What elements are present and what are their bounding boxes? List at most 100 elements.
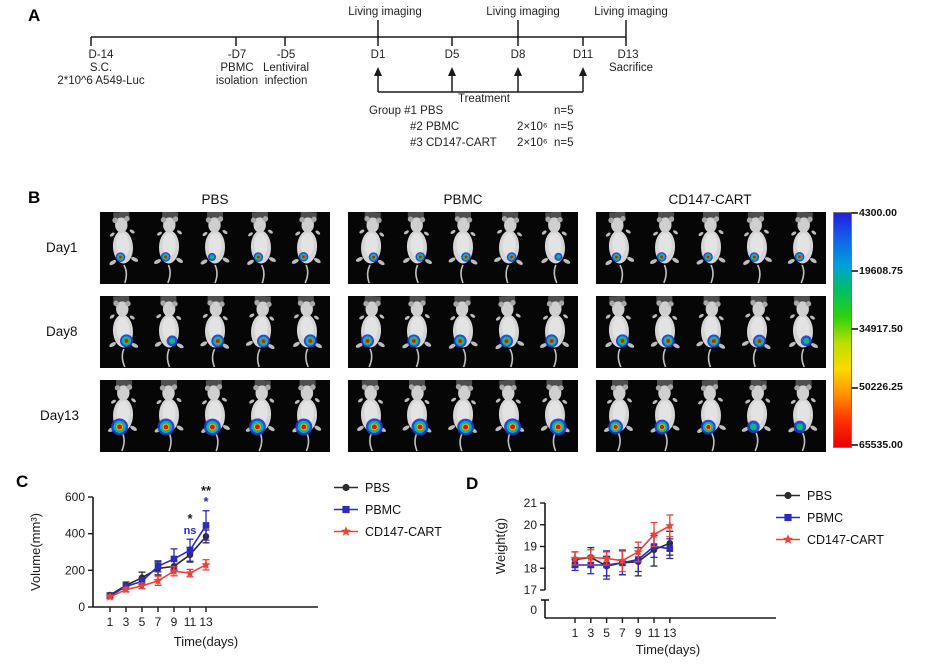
mouse-image <box>532 296 578 368</box>
svg-text:20: 20 <box>524 518 538 532</box>
mouse-image <box>596 296 642 368</box>
mouse-image <box>394 212 440 284</box>
colorbar-tick <box>851 212 858 214</box>
svg-text:7: 7 <box>155 615 162 629</box>
mouse-image <box>780 380 826 452</box>
tick-d7: -D7 <box>227 49 247 61</box>
legend-item-CD147-CART: CD147-CART <box>776 532 884 547</box>
tick-d14-line3: 2*10^6 A549-Luc <box>57 75 145 87</box>
living-imaging-label-3: Living imaging <box>594 6 668 18</box>
legend-label: PBMC <box>807 510 844 525</box>
tick-d14-line2: S.C. <box>89 62 113 74</box>
mouse-image <box>440 296 486 368</box>
mouse-image <box>238 296 284 368</box>
row-label-day8: Day8 <box>46 324 78 339</box>
mouse-image <box>642 380 688 452</box>
mouse-image <box>440 212 486 284</box>
circle-marker-icon <box>334 483 358 492</box>
mouse-image <box>284 296 330 368</box>
group-row-1-n: n=5 <box>554 105 574 117</box>
mouse-image <box>688 296 734 368</box>
significance-annotation: * <box>203 494 209 509</box>
legend-item-PBMC: PBMC <box>776 510 884 525</box>
svg-text:3: 3 <box>123 615 130 629</box>
colorbar-label-2: 19608.75 <box>859 265 903 277</box>
square-marker-icon <box>776 513 800 522</box>
mouse-image <box>688 212 734 284</box>
square-marker-icon <box>334 505 358 514</box>
panel-c-label: C <box>16 472 29 491</box>
mouse-image <box>486 212 532 284</box>
mouse-image <box>192 212 238 284</box>
colorbar-tick <box>851 444 858 446</box>
group-row-2-name: #2 PBMC <box>410 121 460 133</box>
row-label-day13: Day13 <box>40 408 80 423</box>
colorbar-tick <box>851 328 858 330</box>
group-row-3-name: #3 CD147-CART <box>410 137 497 149</box>
legend-label: CD147-CART <box>807 532 884 547</box>
mouse-image <box>238 380 284 452</box>
svg-text:Time(days): Time(days) <box>636 642 701 657</box>
legend-item-CD147-CART: CD147-CART <box>334 525 442 539</box>
tick-day1: D1 <box>370 49 386 61</box>
mice-image-grid <box>100 212 826 452</box>
svg-text:Weight(g): Weight(g) <box>493 518 508 574</box>
column-header-pbs: PBS <box>201 192 229 207</box>
mouse-image <box>394 296 440 368</box>
svg-text:1: 1 <box>572 626 579 640</box>
mouse-image <box>100 212 146 284</box>
mouse-image <box>688 380 734 452</box>
star-marker-icon <box>776 534 800 544</box>
timeline-diagram <box>90 20 627 93</box>
series-CD147-CART <box>105 559 211 601</box>
colorbar-tick <box>851 387 858 389</box>
mouse-image <box>348 296 394 368</box>
mouse-image <box>146 212 192 284</box>
svg-text:400: 400 <box>65 527 85 541</box>
colorbar-label-3: 34917.50 <box>859 323 903 335</box>
mouse-image <box>348 212 394 284</box>
volume-chart-legend: PBS PBMC CD147-CART <box>334 481 442 539</box>
column-header-pbmc: PBMC <box>443 192 483 207</box>
legend-item-PBMC: PBMC <box>334 502 442 517</box>
svg-text:9: 9 <box>635 626 642 640</box>
svg-text:17: 17 <box>524 583 538 597</box>
svg-text:11: 11 <box>184 615 197 629</box>
svg-text:11: 11 <box>648 626 661 640</box>
legend-label: PBMC <box>365 502 402 517</box>
tick-d5-line3: infection <box>264 75 308 87</box>
group-row-2-dose: 2×10⁶ <box>517 121 548 133</box>
legend-item-PBS: PBS <box>776 488 884 503</box>
weight-chart-legend: PBS PBMC CD147-CART <box>776 488 884 547</box>
svg-text:200: 200 <box>65 563 85 577</box>
panel-b-label: B <box>28 188 41 207</box>
mouse-image <box>532 212 578 284</box>
mouse-image <box>284 380 330 452</box>
series-CD147-CART <box>570 514 675 573</box>
mouse-image <box>284 212 330 284</box>
svg-text:5: 5 <box>603 626 610 640</box>
colorbar-label-min: 4300.00 <box>859 207 897 219</box>
mice-panel-CD147-CART-Day13 <box>596 380 826 452</box>
svg-text:13: 13 <box>199 615 213 629</box>
mouse-image <box>440 380 486 452</box>
mice-panel-PBMC-Day8 <box>348 296 578 368</box>
mouse-image <box>734 380 780 452</box>
mouse-image <box>100 380 146 452</box>
mouse-image <box>734 212 780 284</box>
svg-text:Time(days): Time(days) <box>174 634 239 649</box>
living-imaging-label-2: Living imaging <box>486 6 560 18</box>
mice-panel-PBMC-Day1 <box>348 212 578 284</box>
legend-label: PBS <box>807 488 833 503</box>
mouse-image <box>642 296 688 368</box>
group-row-2-n: n=5 <box>554 121 574 133</box>
tick-d7-line2: PBMC <box>220 62 254 74</box>
treatment-label: Treatment <box>458 93 510 105</box>
panel-a-label: A <box>28 6 41 25</box>
tick-d5: -D5 <box>276 49 296 61</box>
mouse-image <box>192 296 238 368</box>
mouse-image <box>486 296 532 368</box>
mice-panel-PBS-Day8 <box>100 296 330 368</box>
